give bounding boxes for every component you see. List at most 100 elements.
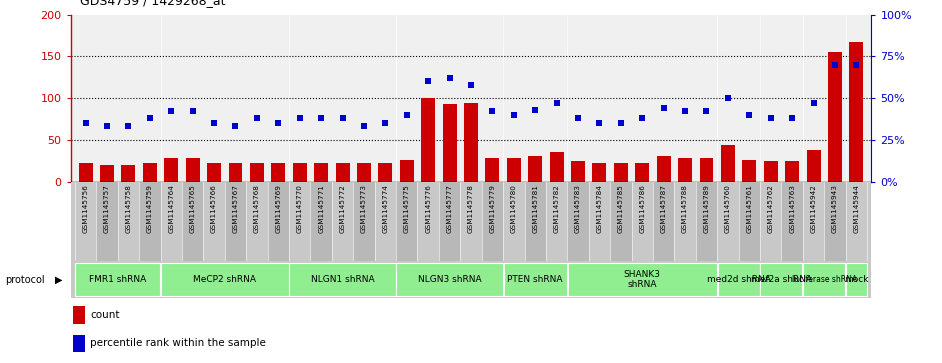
Bar (850, 42, 863, 182)
Text: GSM1145788: GSM1145788 (682, 184, 688, 233)
Bar (806, 150, 820, 182)
Bar (504, 263, 567, 296)
Bar (525, 182, 546, 261)
Text: GSM1145942: GSM1145942 (810, 184, 817, 233)
Point (571, 115, 586, 121)
Text: GSM1145775: GSM1145775 (404, 184, 410, 233)
Bar (846, 182, 867, 261)
Text: protocol: protocol (5, 274, 44, 285)
Bar (122, 165, 136, 182)
Text: GSM1145756: GSM1145756 (83, 184, 89, 233)
Text: SHANK3
shRNA: SHANK3 shRNA (624, 270, 660, 289)
Text: GSM1145767: GSM1145767 (233, 184, 238, 233)
Point (206, 120, 221, 126)
Bar (397, 263, 503, 296)
Point (378, 120, 393, 126)
Point (335, 115, 350, 121)
Text: GSM1145766: GSM1145766 (211, 184, 217, 233)
Text: GSM1145765: GSM1145765 (189, 184, 196, 233)
Bar (100, 165, 114, 182)
Bar (721, 145, 735, 182)
Bar (207, 163, 221, 182)
Point (356, 123, 371, 129)
Point (849, 62, 864, 68)
Bar (203, 182, 225, 261)
Bar (250, 163, 264, 182)
Bar (311, 182, 332, 261)
Point (721, 95, 736, 101)
Bar (79, 163, 92, 182)
Bar (653, 182, 674, 261)
Bar (696, 182, 717, 261)
Text: GSM1145776: GSM1145776 (425, 184, 431, 233)
Text: GSM1145764: GSM1145764 (169, 184, 174, 233)
Point (314, 115, 329, 121)
Bar (782, 182, 803, 261)
Bar (678, 158, 692, 182)
Bar (635, 163, 649, 182)
Point (164, 109, 179, 114)
Bar (481, 182, 503, 261)
Bar (73, 335, 85, 352)
Point (827, 62, 842, 68)
Bar (357, 163, 371, 182)
Point (549, 100, 564, 106)
Bar (593, 163, 607, 182)
Bar (164, 158, 178, 182)
Bar (417, 182, 439, 261)
Bar (421, 98, 435, 182)
Bar (589, 182, 610, 261)
Text: GSM1145787: GSM1145787 (660, 184, 667, 233)
Bar (289, 182, 311, 261)
Bar (846, 263, 867, 296)
Bar (225, 182, 246, 261)
Bar (742, 160, 756, 182)
Point (142, 115, 157, 121)
Bar (700, 158, 713, 182)
Text: GSM1145763: GSM1145763 (789, 184, 795, 233)
Bar (631, 182, 653, 261)
Bar (335, 163, 349, 182)
Bar (182, 182, 203, 261)
Bar (760, 182, 782, 261)
Text: GSM1145944: GSM1145944 (853, 184, 859, 233)
Text: GSM1145770: GSM1145770 (297, 184, 302, 233)
Bar (229, 163, 242, 182)
Text: GSM1145774: GSM1145774 (382, 184, 388, 233)
Bar (674, 182, 696, 261)
Bar (268, 182, 289, 261)
Text: GSM1145781: GSM1145781 (532, 184, 538, 233)
Point (421, 78, 436, 84)
Bar (375, 182, 396, 261)
Bar (439, 182, 461, 261)
Text: FMR1 shRNA: FMR1 shRNA (89, 275, 146, 284)
Point (78, 120, 93, 126)
Point (292, 115, 307, 121)
Point (485, 109, 500, 114)
Text: GSM1145789: GSM1145789 (704, 184, 709, 233)
Text: GSM1145783: GSM1145783 (575, 184, 581, 233)
Bar (610, 182, 631, 261)
Point (270, 120, 285, 126)
Text: mock: mock (844, 275, 869, 284)
Text: GSM1145943: GSM1145943 (832, 184, 838, 233)
Bar (75, 263, 160, 296)
Bar (160, 182, 182, 261)
Text: GSM1145780: GSM1145780 (511, 184, 517, 233)
Text: GSM1145771: GSM1145771 (318, 184, 324, 233)
Text: GSM1145769: GSM1145769 (275, 184, 282, 233)
Point (677, 109, 692, 114)
Text: percentile rank within the sample: percentile rank within the sample (90, 338, 267, 348)
Bar (246, 182, 268, 261)
Point (763, 115, 778, 121)
Text: mef2a shRNA: mef2a shRNA (751, 275, 812, 284)
Bar (503, 182, 525, 261)
Bar (461, 182, 481, 261)
Bar (399, 160, 414, 182)
Bar (528, 156, 543, 182)
Point (250, 115, 265, 121)
Text: luciferase shRNA: luciferase shRNA (791, 275, 857, 284)
Point (463, 82, 479, 87)
Bar (803, 182, 824, 261)
Text: GSM1145768: GSM1145768 (254, 184, 260, 233)
